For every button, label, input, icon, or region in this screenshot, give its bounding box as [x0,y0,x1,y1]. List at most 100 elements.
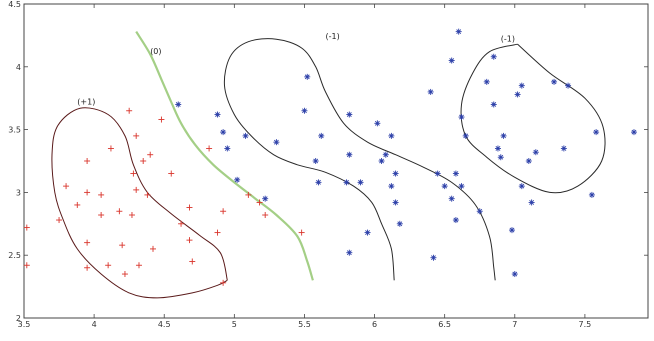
star-point [346,111,353,118]
plus-point [126,107,133,114]
star-point [318,132,325,139]
plus-point [130,170,137,177]
plus-point [107,145,114,152]
star-point [458,114,465,121]
star-point [518,183,525,190]
plus-point [23,262,30,269]
axes-layer: 3.5 4 4.5 5 5.5 6 6.5 7 7.5 2 2.5 3 3.5 4 4.5 [8,0,648,329]
star-point [388,132,395,139]
star-point [346,151,353,158]
star-point [500,132,507,139]
plus-point [245,191,252,198]
star-point [511,271,518,278]
star-point [273,139,280,146]
plus-point [206,145,213,152]
star-point [497,154,504,161]
plus-point [128,212,135,219]
x-tick-label: 5 [232,320,237,329]
x-tick-label: 3.5 [18,320,31,329]
plus-point [84,239,91,246]
star-point [304,73,311,80]
x-tick-label: 5.5 [298,320,311,329]
plus-point [84,189,91,196]
star-point [392,199,399,206]
y-tick-label: 3 [16,188,21,197]
star-point [483,78,490,85]
plus-point [121,271,128,278]
plus-point [116,208,123,215]
star-point [490,53,497,60]
plus-point [84,264,91,271]
plus-point [140,158,147,164]
star-point [476,208,483,215]
star-point [452,217,459,224]
star-point [518,82,525,89]
star-point [565,82,572,89]
plus-point [74,201,81,208]
star-point [224,145,231,152]
contour-line [460,43,606,194]
points-layer [23,28,637,286]
plus-point [119,242,126,249]
plus-point [63,183,70,190]
plus-point [168,170,175,177]
plus-point [220,279,227,286]
star-point [427,88,434,95]
star-point [532,149,539,156]
x-tick-label: 7 [512,320,517,329]
plus-point [150,245,157,252]
x-tick-label: 7.5 [579,320,592,329]
contour-line [51,107,228,299]
y-tick-label: 4.5 [8,0,21,9]
star-point [448,195,455,202]
star-point [528,199,535,206]
star-point [551,78,558,85]
plus-point [144,191,151,198]
plus-point [133,186,140,193]
plus-point [147,151,154,158]
star-point [364,229,371,236]
star-point [234,176,241,183]
plus-point [298,229,305,236]
star-point [262,195,269,202]
star-point [588,191,595,198]
plus-point [262,212,269,219]
star-point [630,129,637,136]
star-point [434,170,441,177]
star-point [458,183,465,190]
contour-line [135,31,314,281]
star-point [301,107,308,114]
plus-point [135,262,142,269]
star-point [343,179,350,186]
star-point [525,158,532,164]
y-tick-label: 4 [16,63,21,72]
plus-point [98,191,105,198]
plus-point [98,212,105,219]
y-tick-label: 2 [16,314,21,323]
star-point [441,183,448,190]
contour-label: (-1) [501,35,515,44]
plus-point [186,237,193,244]
star-point [242,132,249,139]
plus-point [214,229,221,236]
star-point [430,254,437,261]
plus-point [178,220,185,227]
star-point [448,57,455,64]
x-tick-label: 6.5 [438,320,451,329]
plus-point [220,208,227,215]
star-point [346,249,353,256]
contour-line [223,38,496,281]
plot-area [23,3,649,319]
plus-point [56,217,63,224]
x-tick-label: 4.5 [158,320,171,329]
star-point [220,129,227,136]
star-point [392,170,399,177]
star-point [312,158,319,164]
plus-point [84,158,91,164]
star-point [378,158,385,164]
y-tick-label: 3.5 [8,126,21,135]
star-point [315,179,322,186]
contour-label: (-1) [325,32,339,41]
plus-point [186,204,193,211]
